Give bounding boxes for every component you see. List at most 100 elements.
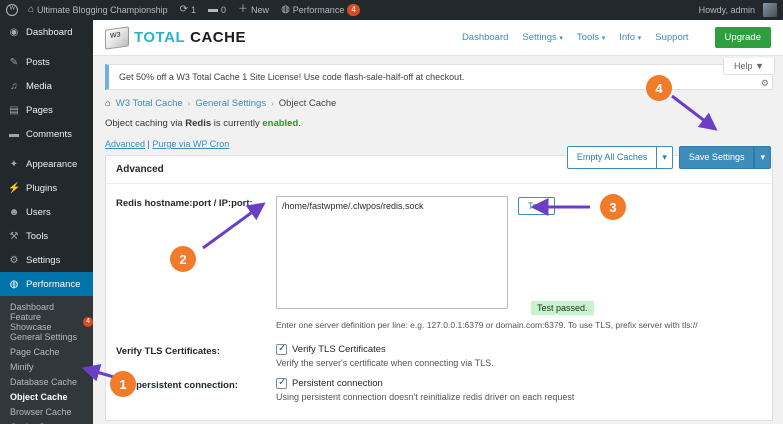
advanced-panel: Advanced Redis hostname:port / IP:port: … — [105, 155, 773, 421]
promo-notice: Get 50% off a W3 Total Cache 1 Site Lice… — [105, 64, 773, 90]
help-tab-button[interactable]: Help ▼ — [723, 58, 775, 75]
sidebar-item-cache-groups[interactable]: Cache Groups — [0, 419, 93, 424]
advanced-link[interactable]: Advanced — [105, 139, 146, 149]
annotation-marker-1: 1 — [110, 371, 136, 397]
sidebar-item-appearance[interactable]: ✦ Appearance — [0, 152, 93, 176]
sidebar-item-label: Comments — [26, 128, 72, 140]
feature-showcase-badge: 4 — [83, 316, 93, 327]
action-buttons-row: Empty All Caches ▾ Save Settings ▾ — [566, 146, 771, 169]
sidebar-item-posts[interactable]: ✎ Posts — [0, 50, 93, 74]
my-account-menu[interactable]: Howdy, admin — [693, 0, 783, 20]
performance-badge: 4 — [347, 4, 360, 16]
sidebar-item-label: Users — [26, 206, 51, 218]
save-settings-dropdown-toggle[interactable]: ▾ — [754, 146, 771, 169]
sidebar-item-dashboard-sub[interactable]: Dashboard — [0, 299, 93, 314]
sidebar-item-tools[interactable]: ⚒ Tools — [0, 224, 93, 248]
site-name-menu[interactable]: ⌂ Ultimate Blogging Championship — [22, 0, 174, 20]
field-redis-host: Redis hostname:port / IP:port: Test Test… — [116, 196, 762, 330]
home-icon: ⌂ — [105, 98, 111, 109]
nav-support[interactable]: Support — [655, 32, 689, 43]
redis-host-hint: Enter one server definition per line: e.… — [276, 320, 698, 330]
plug-icon: ⚡ — [8, 182, 21, 194]
sidebar-item-label: Pages — [26, 104, 53, 116]
comments-menu[interactable]: ▬ 0 — [202, 0, 232, 20]
persistent-connection-checkbox[interactable] — [276, 377, 287, 389]
verify-tls-checkbox[interactable] — [276, 343, 287, 355]
chevron-down-icon: ▾ — [559, 35, 563, 42]
test-button[interactable]: Test — [518, 197, 555, 215]
sidebar-item-object-cache[interactable]: Object Cache — [0, 389, 93, 404]
upgrade-button[interactable]: Upgrade — [714, 27, 771, 48]
annotation-marker-2: 2 — [170, 246, 196, 272]
sidebar-item-database-cache[interactable]: Database Cache — [0, 374, 93, 389]
pin-icon: ✎ — [9, 56, 19, 68]
promo-notice-text: Get 50% off a W3 Total Cache 1 Site Lice… — [119, 72, 465, 82]
sidebar-item-performance[interactable]: ◍ Performance — [0, 272, 101, 296]
brand-total-label: TOTAL — [134, 29, 186, 46]
media-icon: ♫ — [10, 80, 18, 92]
nav-dashboard[interactable]: Dashboard — [461, 32, 509, 43]
sidebar-item-settings[interactable]: ⚙ Settings — [0, 248, 93, 272]
redis-host-control: Test Test passed. Enter one server defin… — [276, 196, 762, 330]
sidebar-item-users[interactable]: ☻ Users — [0, 200, 93, 224]
performance-icon: ◍ — [9, 278, 19, 290]
empty-caches-dropdown-toggle[interactable]: ▾ — [657, 146, 673, 169]
plus-icon: ＋ — [238, 4, 249, 15]
tools-icon: ⚒ — [9, 230, 19, 242]
dashboard-icon: ◉ — [9, 26, 19, 38]
status-prefix: Object caching via — [105, 118, 186, 129]
sidebar-item-plugins[interactable]: ⚡ Plugins — [0, 176, 93, 200]
persistent-connection-description: Using persistent connection doesn't rein… — [276, 392, 575, 402]
updates-icon: ⟳ — [179, 4, 189, 15]
wordpress-logo-icon — [6, 4, 18, 16]
redis-host-textarea[interactable] — [276, 196, 508, 309]
screen-options-gear-icon[interactable]: ⚙ — [760, 78, 769, 88]
panel-body: Redis hostname:port / IP:port: Test Test… — [106, 184, 772, 420]
persistent-connection-label: Use persistent connection: — [116, 380, 238, 391]
new-content-menu[interactable]: ＋ New — [232, 0, 275, 20]
field-verify-tls: Verify TLS Certificates: Verify TLS Cert… — [116, 343, 762, 368]
chevron-down-icon: ▾ — [601, 35, 606, 42]
brush-icon: ✦ — [9, 158, 19, 170]
nav-info[interactable]: Info ▾ — [619, 32, 642, 43]
sidebar-item-feature-showcase[interactable]: Feature Showcase 4 — [0, 312, 93, 332]
link-divider: | — [147, 139, 150, 149]
sidebar-item-pages[interactable]: ▤ Pages — [0, 98, 93, 122]
sidebar-item-page-cache[interactable]: Page Cache — [0, 344, 93, 359]
breadcrumb-general-settings[interactable]: General Settings — [195, 98, 267, 109]
breadcrumb-w3-total-cache[interactable]: W3 Total Cache — [115, 98, 183, 109]
annotation-marker-3: 3 — [600, 194, 626, 220]
home-icon: ⌂ — [28, 4, 35, 15]
sidebar-item-dashboard[interactable]: ◉ Dashboard — [0, 20, 93, 44]
nav-tools[interactable]: Tools ▾ — [576, 32, 606, 43]
save-settings-button[interactable]: Save Settings — [678, 146, 755, 169]
purge-wp-cron-link[interactable]: Purge via WP Cron — [152, 139, 230, 149]
empty-all-caches-button[interactable]: Empty All Caches — [566, 146, 658, 169]
sidebar-item-general-settings[interactable]: General Settings — [0, 329, 93, 344]
main-content: TOTAL CACHE Dashboard Settings ▾ Tools ▾… — [93, 20, 783, 424]
submenu-item-label: Cache Groups — [10, 422, 68, 424]
sidebar-item-media[interactable]: ♫ Media — [0, 74, 93, 98]
redis-host-label: Redis hostname:port / IP:port: — [116, 198, 253, 209]
sidebar-item-comments[interactable]: ▬ Comments — [0, 122, 93, 146]
chevron-down-icon: ▼ — [755, 61, 764, 71]
sidebar-item-minify[interactable]: Minify — [0, 359, 93, 374]
submenu-item-label: Dashboard — [10, 301, 55, 312]
updates-menu[interactable]: ⟳ 1 — [174, 0, 202, 20]
sidebar-item-browser-cache[interactable]: Browser Cache — [0, 404, 93, 419]
wp-logo-menu[interactable] — [0, 0, 22, 20]
persistent-checkbox-row[interactable]: Persistent connection — [276, 377, 762, 389]
page-body: Get 50% off a W3 Total Cache 1 Site Lice… — [93, 56, 783, 149]
annotation-marker-4: 4 — [646, 75, 672, 101]
sidebar-item-label: Appearance — [26, 158, 78, 170]
submenu-item-label: Minify — [10, 361, 34, 372]
performance-label: Performance — [292, 5, 345, 15]
performance-menu[interactable]: ◍ Performance 4 — [275, 0, 366, 20]
nav-settings[interactable]: Settings ▾ — [522, 32, 563, 43]
verify-tls-checkbox-row[interactable]: Verify TLS Certificates — [276, 343, 762, 355]
wp-admin-bar: ⌂ Ultimate Blogging Championship ⟳ 1 ▬ 0… — [0, 0, 783, 20]
new-label: New — [251, 5, 270, 15]
w3-total-cache-logo: TOTAL CACHE — [105, 25, 246, 50]
save-settings-button-group: Save Settings ▾ — [678, 146, 771, 169]
